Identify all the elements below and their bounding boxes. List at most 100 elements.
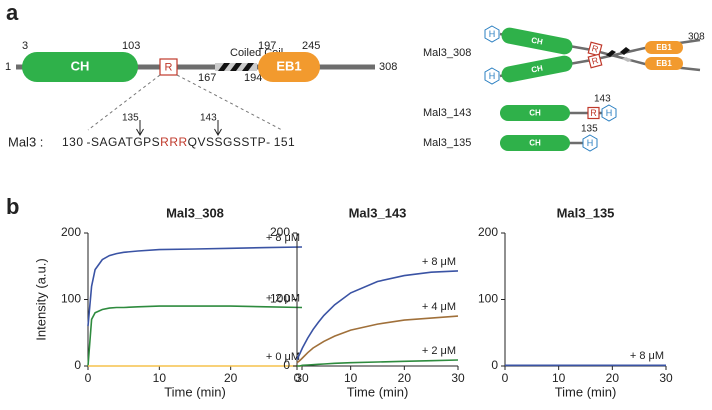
residue-number: 1 [5, 61, 11, 73]
domain-label: R [591, 43, 600, 54]
series-label: + 2 μM [266, 292, 300, 304]
x-tick-label: 0 [502, 371, 509, 385]
domain-label: R [590, 108, 597, 118]
x-tick-label: 0 [85, 371, 92, 385]
domain-label: CH [529, 109, 541, 118]
coiled-coil [606, 47, 632, 62]
y-tick-label: 100 [270, 292, 290, 306]
x-tick-label: 10 [153, 371, 167, 385]
x-tick-label: 20 [224, 371, 238, 385]
data-line [297, 359, 459, 367]
x-tick-label: 10 [552, 371, 566, 385]
series-label: + 2 μM [422, 345, 456, 357]
ch-domain: CH [501, 27, 573, 55]
series-label: + 8 μM [266, 232, 300, 244]
domain-label: EB1 [276, 58, 301, 73]
r-box: R [587, 41, 603, 57]
y-tick-label: 0 [74, 358, 81, 372]
series-label: + 4 μM [422, 301, 456, 313]
residue-number: 245 [302, 40, 320, 52]
ch-domain [500, 135, 570, 151]
residue-number: 194 [244, 72, 262, 84]
eb1-domain [645, 57, 683, 70]
coiled-coil [215, 63, 257, 71]
data-line [87, 305, 303, 367]
series-label: + 8 μM [422, 256, 456, 268]
tag-label: H [587, 138, 594, 148]
residue-number: 308 [379, 61, 397, 73]
sequence-highlight: RRR [160, 135, 188, 149]
eb1-domain [645, 41, 683, 54]
series-label: + 0 μM [266, 351, 300, 363]
domain-label: CH [71, 58, 90, 73]
chart-title: Mal3_308 [166, 205, 224, 220]
ch-domain [22, 52, 138, 82]
tag-label: H [489, 71, 496, 81]
domain-label: EB1 [656, 59, 672, 68]
x-tick-label: 10 [344, 371, 358, 385]
construct-end: 308 [688, 32, 705, 43]
construct-name: Mal3_135 [423, 137, 471, 149]
domain-label: EB1 [656, 43, 672, 52]
construct-end: 143 [594, 94, 611, 105]
r-box [159, 58, 178, 76]
x-tick-label: 0 [294, 371, 301, 385]
chart-title: Mal3_143 [349, 205, 407, 220]
y-tick-label: 200 [270, 225, 290, 239]
data-line [296, 315, 459, 364]
sequence-name: Mal3 : [8, 134, 43, 149]
his-tag: H [484, 25, 500, 43]
y-tick-label: 0 [283, 358, 290, 372]
x-tick-label: 30 [451, 371, 465, 385]
domain-label: R [591, 55, 600, 66]
chart-title: Mal3_135 [557, 205, 615, 220]
x-axis-label: Time (min) [555, 384, 617, 399]
domain-label: CH [529, 139, 541, 148]
construct-name: Mal3_143 [423, 107, 471, 119]
tag-label: H [489, 29, 496, 39]
residue-number: 3 [22, 40, 28, 52]
marker-arrow [214, 120, 222, 136]
marker-label: 135 [122, 113, 139, 124]
domain-label: CH [530, 36, 543, 47]
ch-domain: CH [501, 55, 573, 83]
data-line [296, 270, 459, 360]
y-tick-label: 200 [478, 225, 498, 239]
series-label: + 8 μM [630, 350, 664, 362]
his-tag: H [601, 104, 617, 122]
zoom-line [176, 74, 283, 131]
y-tick-label: 100 [61, 292, 81, 306]
x-tick-label: 20 [606, 371, 620, 385]
x-tick-label: 30 [659, 371, 673, 385]
domain-label: R [165, 61, 173, 73]
panel-label: a [6, 0, 19, 25]
y-axis-label: Intensity (a.u.) [33, 258, 48, 340]
domain-label: CH [530, 64, 543, 75]
sequence-start: 130 [62, 135, 84, 149]
sequence-end: 151 [274, 135, 296, 149]
residue-number: 103 [122, 40, 140, 52]
x-axis-label: Time (min) [347, 384, 409, 399]
panel-label: b [6, 194, 19, 219]
construct-name: Mal3_308 [423, 47, 471, 59]
sequence: 130 -SAGATGPSRRRQVSSGSSTP- 151 [62, 135, 295, 149]
sequence-part: QVSSGSSTP- [188, 135, 271, 149]
x-tick-label: 20 [398, 371, 412, 385]
x-axis-label: Time (min) [164, 384, 226, 399]
sequence-part: -SAGATGPS [87, 135, 161, 149]
his-tag: H [484, 67, 500, 85]
x-tick-label: 30 [295, 371, 309, 385]
marker-label: 143 [200, 113, 217, 124]
r-box [587, 106, 600, 120]
y-tick-label: 100 [478, 292, 498, 306]
y-tick-label: 200 [61, 225, 81, 239]
tag-label: H [606, 108, 613, 118]
construct-end: 135 [581, 124, 598, 135]
r-box: R [587, 53, 603, 69]
y-tick-label: 0 [491, 358, 498, 372]
data-line [87, 246, 303, 327]
ch-domain [500, 105, 570, 121]
his-tag: H [582, 134, 598, 152]
marker-arrow [136, 120, 144, 136]
